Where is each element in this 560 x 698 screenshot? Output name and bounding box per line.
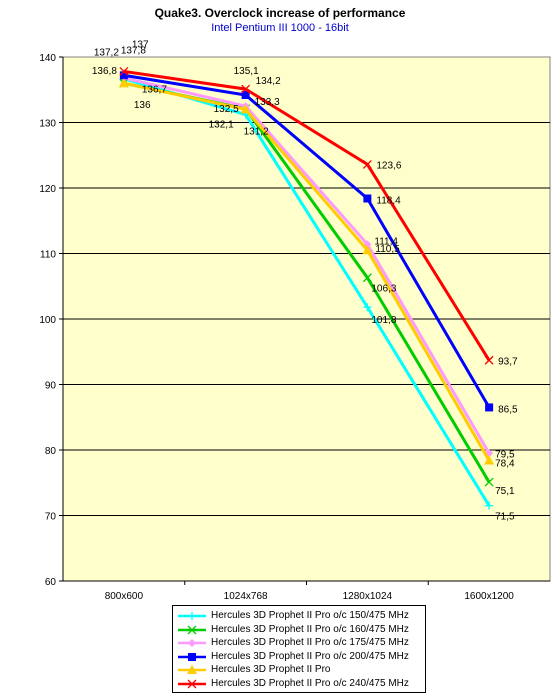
data-point-marker xyxy=(484,477,494,487)
data-label: 137,8 xyxy=(121,45,146,56)
legend-swatch-marker xyxy=(187,665,197,674)
data-point-marker xyxy=(362,273,372,283)
legend-label: Hercules 3D Prophet II Pro o/c 175/475 M… xyxy=(211,637,409,648)
legend-item: Hercules 3D Prophet II Pro xyxy=(173,663,425,677)
data-label: 123,6 xyxy=(376,160,401,171)
legend-label: Hercules 3D Prophet II Pro xyxy=(211,664,331,675)
line-chart: 60 70 80 90 100 110 120 130 140 800x600 1024x768 12… xyxy=(39,39,551,600)
data-label: 118,4 xyxy=(376,195,401,206)
data-label: 86,5 xyxy=(498,404,518,415)
data-label: 75,1 xyxy=(495,486,515,497)
data-label: 131,2 xyxy=(244,127,269,138)
x-tick-label: 800x600 xyxy=(105,591,144,600)
data-label: 79,5 xyxy=(495,449,515,460)
data-label: 78,4 xyxy=(495,458,515,469)
series-line xyxy=(123,69,491,362)
data-label: 135,1 xyxy=(234,66,259,77)
data-point-marker xyxy=(484,355,494,365)
y-tick-label: 60 xyxy=(45,577,57,588)
legend-label: Hercules 3D Prophet II Pro o/c 150/475 M… xyxy=(211,610,409,621)
series-layer xyxy=(118,66,495,510)
legend-swatch-marker xyxy=(188,652,196,661)
legend-swatch xyxy=(178,665,206,674)
axes: 60 70 80 90 100 110 120 130 140 800x600 1024x768 12… xyxy=(39,53,550,600)
chart-title: Quake3. Overclock increase of performanc… xyxy=(154,6,406,20)
legend-swatch xyxy=(178,639,206,647)
data-labels: 136,7 131,2 101,8 71,5 136 132,1 106,3 75,1 136,… xyxy=(92,39,518,522)
legend-swatch xyxy=(178,652,206,661)
y-tick-label: 80 xyxy=(45,446,57,457)
data-point-marker xyxy=(240,104,251,114)
x-tick-label: 1600x1200 xyxy=(464,591,514,600)
data-point-marker xyxy=(363,303,372,312)
data-point-marker xyxy=(484,455,495,465)
data-label: 132,1 xyxy=(209,120,234,131)
data-point-marker xyxy=(119,66,129,76)
legend-item: Hercules 3D Prophet II Pro o/c 160/475 M… xyxy=(173,623,425,637)
y-tick-label: 140 xyxy=(39,53,56,64)
data-point-marker xyxy=(362,245,373,255)
data-label: 93,7 xyxy=(498,356,518,367)
y-tick-label: 70 xyxy=(45,512,57,523)
legend-label: Hercules 3D Prophet II Pro o/c 240/475 M… xyxy=(211,677,409,689)
gridlines xyxy=(63,122,550,516)
y-tick-label: 90 xyxy=(45,381,57,392)
legend-swatch xyxy=(178,679,206,688)
y-tick-label: 120 xyxy=(39,184,56,195)
chart-subtitle: Intel Pentium III 1000 - 16bit xyxy=(211,22,349,34)
data-label: 136 xyxy=(134,100,151,111)
legend-item: Hercules 3D Prophet II Pro o/c 175/475 M… xyxy=(173,636,425,650)
data-label: 133,3 xyxy=(255,97,280,108)
data-label: 134,2 xyxy=(256,76,281,87)
legend-swatch xyxy=(178,625,206,634)
data-point-marker xyxy=(362,159,372,169)
legend-item: Hercules 3D Prophet II Pro o/c 200/475 M… xyxy=(173,650,425,664)
data-point-marker xyxy=(241,84,251,94)
legend-swatch-marker xyxy=(187,679,197,688)
data-label: 106,3 xyxy=(371,284,396,295)
x-tick-label: 1280x1024 xyxy=(343,591,393,600)
y-tick-label: 110 xyxy=(40,250,56,261)
legend-item: Hercules 3D Prophet II Pro o/c 240/475 M… xyxy=(173,677,425,691)
data-label: 137 xyxy=(132,39,149,50)
x-tick-label: 1024x768 xyxy=(224,591,268,600)
data-label: 136,8 xyxy=(92,66,117,77)
legend-swatch-marker xyxy=(188,612,196,620)
series-line xyxy=(123,76,491,455)
data-label: 136,7 xyxy=(142,85,167,96)
series-5 xyxy=(118,78,495,465)
series-line xyxy=(123,81,491,462)
data-point-marker xyxy=(363,194,372,203)
data-label: 137,2 xyxy=(94,47,119,58)
series-4 xyxy=(119,71,494,412)
data-label: 71,5 xyxy=(495,512,515,523)
data-label: 111,4 xyxy=(374,236,398,247)
data-point-marker xyxy=(118,78,129,88)
data-point-marker xyxy=(485,403,494,412)
series-6 xyxy=(119,66,494,365)
series-line xyxy=(123,73,491,409)
data-label: 101,8 xyxy=(371,315,396,326)
data-point-marker xyxy=(241,90,250,99)
legend-item: Hercules 3D Prophet II Pro o/c 150/475 M… xyxy=(173,609,425,623)
legend-swatch-marker xyxy=(187,625,197,634)
data-point-marker xyxy=(485,501,494,510)
legend-swatch xyxy=(178,612,206,620)
y-tick-label: 100 xyxy=(39,315,56,326)
data-label: 110,5 xyxy=(375,244,400,255)
legend: Hercules 3D Prophet II Pro o/c 150/475 M… xyxy=(172,605,426,693)
legend-swatch-marker xyxy=(188,639,196,647)
y-tick-label: 130 xyxy=(39,119,56,130)
data-point-marker xyxy=(119,71,128,80)
legend-label: Hercules 3D Prophet II Pro o/c 160/475 M… xyxy=(211,623,409,635)
data-label: 132,5 xyxy=(214,104,239,115)
legend-label: Hercules 3D Prophet II Pro o/c 200/475 M… xyxy=(211,650,409,662)
